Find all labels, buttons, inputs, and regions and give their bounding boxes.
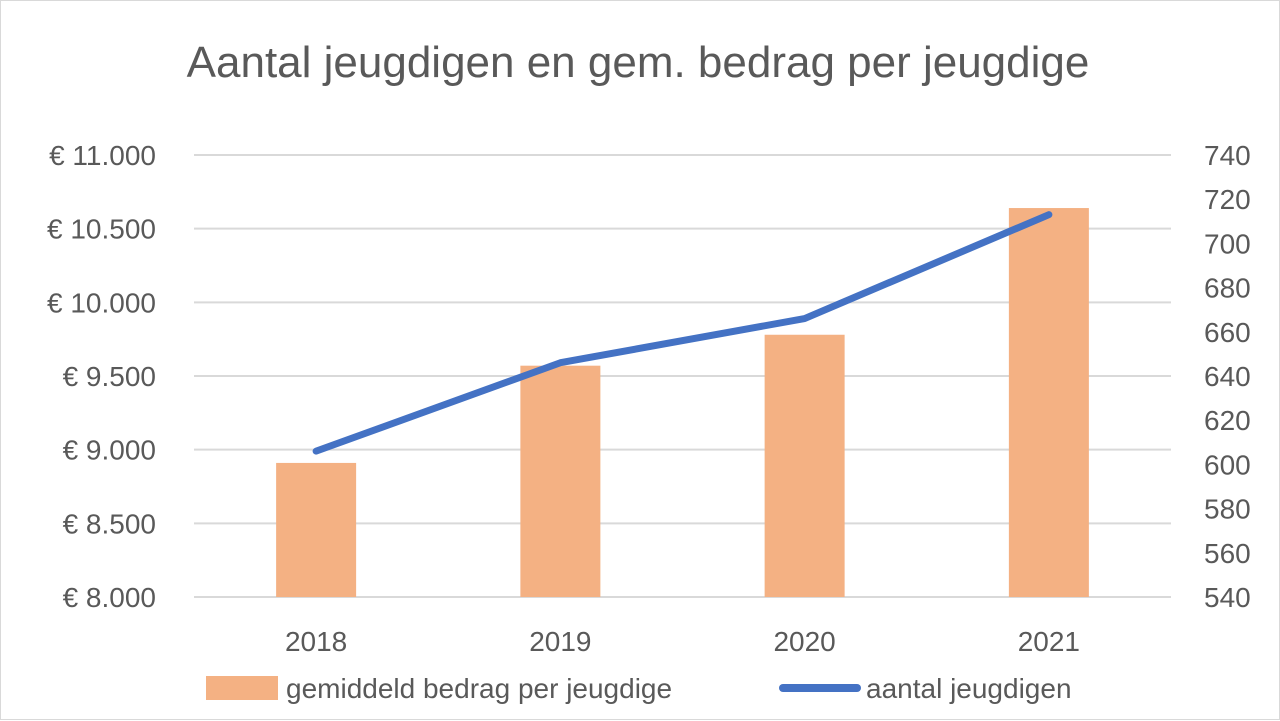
bar — [520, 366, 600, 597]
legend: gemiddeld bedrag per jeugdige aantal jeu… — [206, 673, 1072, 704]
bar-series — [276, 208, 1089, 597]
y-right-tick-label: 580 — [1204, 494, 1251, 525]
y-left-tick-label: € 10.000 — [47, 287, 156, 318]
y-right-tick-label: 700 — [1204, 228, 1251, 259]
y-right-tick-label: 720 — [1204, 184, 1251, 215]
y-left-tick-label: € 10.500 — [47, 214, 156, 245]
y-right-tick-label: 660 — [1204, 317, 1251, 348]
x-tick-label: 2021 — [1018, 626, 1080, 657]
y-left-tick-label: € 9.000 — [63, 435, 156, 466]
y-left-tick-label: € 8.000 — [63, 582, 156, 613]
y-right-tick-label: 640 — [1204, 361, 1251, 392]
bar — [1009, 208, 1089, 597]
y-left-tick-label: € 8.500 — [63, 508, 156, 539]
bar — [765, 335, 845, 597]
y-right-tick-label: 620 — [1204, 405, 1251, 436]
chart-title: Aantal jeugdigen en gem. bedrag per jeug… — [187, 38, 1090, 87]
y-right-tick-label: 680 — [1204, 273, 1251, 304]
left-axis: € 8.000 € 8.500 € 9.000 € 9.500 € 10.000 € 10… — [47, 140, 156, 613]
y-left-tick-label: € 11.000 — [49, 140, 156, 171]
series-line — [316, 215, 1049, 451]
x-tick-label: 2020 — [773, 626, 835, 657]
right-axis: 540 560 580 600 620 640 660 680 700 720 740 — [1204, 140, 1251, 613]
x-tick-label: 2019 — [529, 626, 591, 657]
legend-label-line: aantal jeugdigen — [866, 673, 1072, 704]
y-right-tick-label: 560 — [1204, 538, 1251, 569]
x-tick-label: 2018 — [285, 626, 347, 657]
legend-swatch-bar — [206, 676, 278, 700]
y-right-tick-label: 600 — [1204, 449, 1251, 480]
line-series — [316, 215, 1049, 452]
y-right-tick-label: 740 — [1204, 140, 1251, 171]
x-axis: 2018 2019 2020 2021 — [285, 626, 1080, 657]
legend-label-bar: gemiddeld bedrag per jeugdige — [286, 673, 672, 704]
y-left-tick-label: € 9.500 — [63, 361, 156, 392]
y-right-tick-label: 540 — [1204, 582, 1251, 613]
bar — [276, 463, 356, 597]
